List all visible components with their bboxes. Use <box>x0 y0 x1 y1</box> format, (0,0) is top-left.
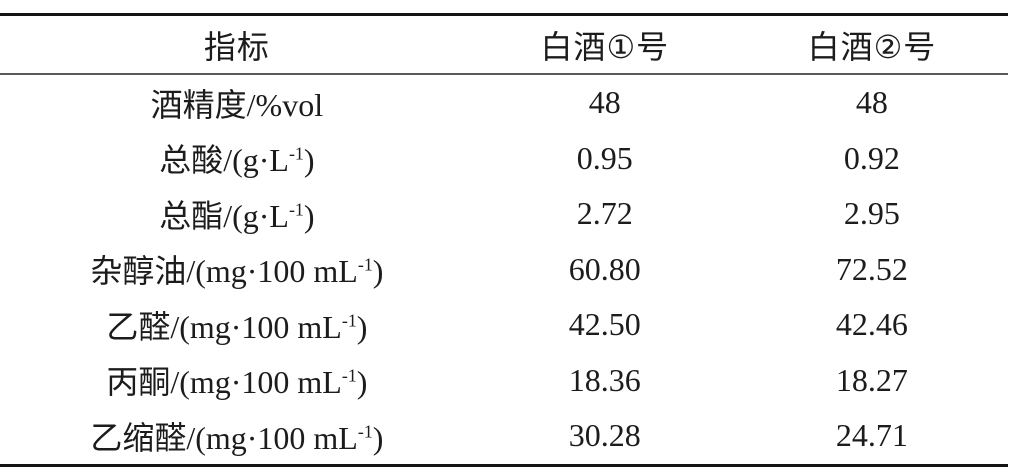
unit-exponent: -1 <box>357 421 373 442</box>
column-header-baijiu-1: 白酒①号 <box>473 14 736 75</box>
unit-exponent: -1 <box>357 254 373 275</box>
baijiu-1-value: 2.72 <box>576 195 633 232</box>
baijiu-2-value: 0.92 <box>843 139 900 176</box>
unit-exponent: -1 <box>341 310 357 331</box>
unit-close-paren: ) <box>372 419 384 456</box>
unit-close-paren: ) <box>356 308 368 345</box>
indicator-label-text: 总酯/(g·L <box>159 197 289 234</box>
column-header-indicator: 指标 <box>0 14 474 75</box>
table-row-acetaldehyde: 乙醛/(mg·100 mL-1) 42.50 42.46 <box>0 297 1008 353</box>
table-row-acetal: 乙缩醛/(mg·100 mL-1) 30.28 24.71 <box>0 408 1008 465</box>
unit-exponent: -1 <box>288 199 304 220</box>
baijiu-2-value: 48 <box>855 84 888 121</box>
indicator-label: 总酯/(g·L-1) <box>0 186 474 242</box>
indicator-label-text: 丙酮/(mg·100 mL <box>106 364 342 401</box>
baijiu-comparison-table: 指标 白酒①号 白酒②号 酒精度/%vol 48 48 总酸/(g·L-1) 0… <box>0 13 1008 467</box>
baijiu-comparison-table-container: 指标 白酒①号 白酒②号 酒精度/%vol 48 48 总酸/(g·L-1) 0… <box>0 13 1008 467</box>
baijiu-2-value: 18.27 <box>835 361 908 398</box>
baijiu-1-value: 18.36 <box>568 361 641 398</box>
baijiu-1-value: 48 <box>588 84 621 121</box>
indicator-label-text: 乙缩醛/(mg·100 mL <box>90 419 358 456</box>
table-row-acetone: 丙酮/(mg·100 mL-1) 18.36 18.27 <box>0 353 1008 409</box>
table-row-total-acid: 总酸/(g·L-1) 0.95 0.92 <box>0 131 1008 187</box>
indicator-label: 酒精度/%vol <box>0 74 474 131</box>
baijiu-2-value: 72.52 <box>835 250 908 287</box>
unit-exponent: -1 <box>288 143 304 164</box>
indicator-label: 乙醛/(mg·100 mL-1) <box>0 297 474 353</box>
indicator-label-text: 总酸/(g·L <box>159 142 289 179</box>
indicator-label: 杂醇油/(mg·100 mL-1) <box>0 242 474 298</box>
baijiu-1-value: 30.28 <box>568 417 641 454</box>
indicator-label: 丙酮/(mg·100 mL-1) <box>0 353 474 409</box>
baijiu-1-value: 60.80 <box>568 250 641 287</box>
table-header-row: 指标 白酒①号 白酒②号 <box>0 14 1008 75</box>
baijiu-1-value: 42.50 <box>568 306 641 343</box>
table-row-total-ester: 总酯/(g·L-1) 2.72 2.95 <box>0 186 1008 242</box>
baijiu-2-value: 2.95 <box>843 195 900 232</box>
unit-close-paren: ) <box>372 253 384 290</box>
baijiu-2-value: 24.71 <box>835 417 908 454</box>
column-header-baijiu-2: 白酒②号 <box>735 14 1008 75</box>
unit-close-paren: ) <box>356 364 368 401</box>
indicator-label-text: 杂醇油/(mg·100 mL <box>90 253 358 290</box>
indicator-label: 总酸/(g·L-1) <box>0 131 474 187</box>
table-row-fusel-oil: 杂醇油/(mg·100 mL-1) 60.80 72.52 <box>0 242 1008 298</box>
baijiu-2-value: 42.46 <box>835 306 908 343</box>
unit-close-paren: ) <box>303 142 315 179</box>
indicator-label-text: 酒精度/%vol <box>150 86 324 123</box>
indicator-label: 乙缩醛/(mg·100 mL-1) <box>0 408 474 465</box>
table-row-alcohol-content: 酒精度/%vol 48 48 <box>0 74 1008 131</box>
baijiu-1-value: 0.95 <box>576 139 633 176</box>
unit-exponent: -1 <box>341 365 357 386</box>
indicator-label-text: 乙醛/(mg·100 mL <box>106 308 342 345</box>
unit-close-paren: ) <box>303 197 315 234</box>
